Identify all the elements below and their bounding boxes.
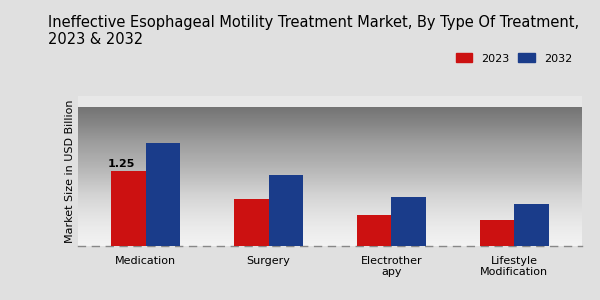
Legend: 2023, 2032: 2023, 2032 bbox=[451, 49, 577, 68]
Bar bbox=[480, 220, 514, 246]
Bar bbox=[357, 215, 391, 246]
Bar bbox=[146, 142, 180, 246]
Bar bbox=[391, 197, 426, 246]
Bar bbox=[234, 199, 269, 246]
Text: Ineffective Esophageal Motility Treatment Market, By Type Of Treatment,
2023 & 2: Ineffective Esophageal Motility Treatmen… bbox=[48, 15, 579, 47]
Bar bbox=[111, 171, 146, 246]
Text: 1.25: 1.25 bbox=[107, 159, 135, 169]
Bar bbox=[269, 175, 303, 246]
Bar bbox=[514, 204, 549, 246]
Y-axis label: Market Size in USD Billion: Market Size in USD Billion bbox=[65, 99, 75, 243]
